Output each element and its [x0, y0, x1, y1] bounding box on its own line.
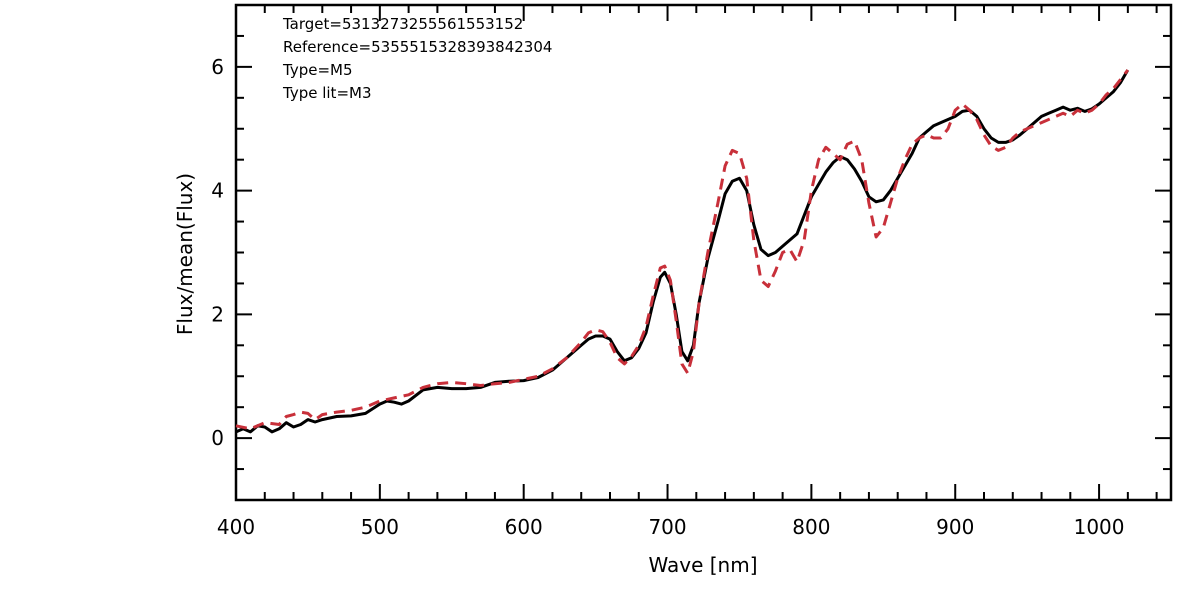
y-tick-label: 6 — [211, 55, 224, 79]
x-tick-label: 800 — [792, 515, 830, 539]
y-tick-label: 4 — [211, 179, 224, 203]
y-axis-ticks: 0 2 4 6 — [211, 4, 1171, 501]
annotation-line: Type lit=M3 — [282, 84, 372, 102]
target-series-line — [235, 69, 1130, 434]
x-tick-label: 700 — [648, 515, 686, 539]
annotation-line: Target=5313273255561553152 — [282, 15, 523, 33]
annotation-line: Reference=5355515328393842304 — [283, 38, 552, 56]
y-tick-label: 0 — [211, 426, 224, 450]
x-tick-label: 400 — [217, 515, 255, 539]
y-tick-label: 2 — [211, 302, 224, 326]
annotations: Target=5313273255561553152 Reference=5355… — [282, 15, 552, 102]
x-tick-label: 600 — [505, 515, 543, 539]
annotation-line: Type=M5 — [282, 61, 353, 79]
series-lines — [235, 69, 1130, 434]
x-tick-label: 900 — [936, 515, 974, 539]
x-axis-ticks: 400 500 600 700 800 900 1000 — [217, 5, 1158, 539]
x-tick-label: 1000 — [1074, 515, 1125, 539]
x-axis-title: Wave [nm] — [648, 553, 757, 577]
reference-series-line — [235, 69, 1129, 431]
plot-frame — [234, 3, 1173, 502]
y-axis-title: Flux/mean(Flux) — [173, 173, 197, 335]
x-tick-label: 500 — [361, 515, 399, 539]
